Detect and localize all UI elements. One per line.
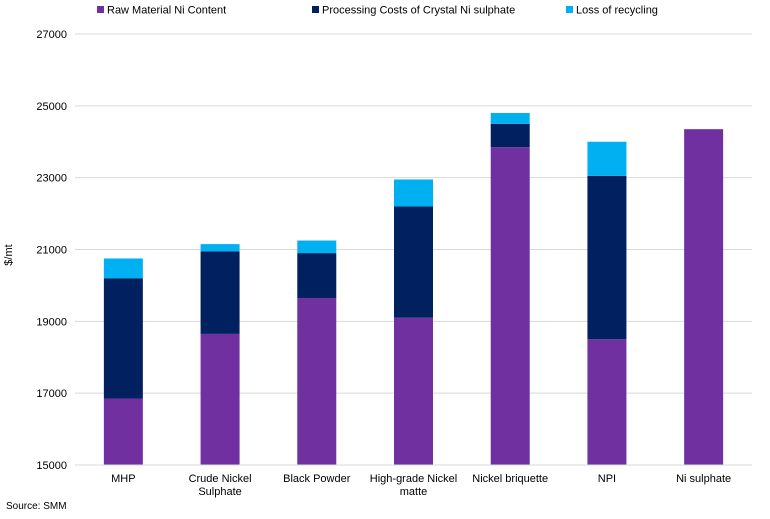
y-tick-label: 27000 <box>36 29 67 41</box>
bar-segment <box>587 339 627 465</box>
y-tick-label: 15000 <box>36 460 67 472</box>
legend-label: Raw Material Ni Content <box>107 5 226 17</box>
x-tick-label: Nickel briquette <box>472 473 548 485</box>
bars <box>103 113 724 465</box>
x-tick-label: MHP <box>111 473 135 485</box>
legend-swatch <box>312 6 319 13</box>
y-tick-label: 19000 <box>36 316 67 328</box>
bar-segment <box>297 253 337 298</box>
x-tick-label: Black Powder <box>283 473 351 485</box>
y-tick-label: 23000 <box>36 173 67 185</box>
bar-segment <box>103 278 143 399</box>
x-tick-label: Ni sulphate <box>676 473 731 485</box>
bar-segment <box>587 141 627 176</box>
bar-segment <box>490 147 530 465</box>
bar-segment <box>587 175 627 340</box>
x-tick-label: Crude Nickel Sulphate <box>189 473 252 498</box>
bar-segment <box>490 113 530 124</box>
source-note: Source: SMM <box>6 501 67 512</box>
legend: Raw Material Ni Content Processing Costs … <box>97 5 658 17</box>
legend-swatch <box>566 6 573 13</box>
bar-segment <box>394 179 433 207</box>
bar-segment <box>297 297 337 465</box>
bar-segment <box>103 398 143 465</box>
bar-segment <box>394 317 433 465</box>
x-axis-ticks: MHP Crude Nickel Sulphate Black Powder High-… <box>111 473 731 498</box>
bar-segment <box>200 251 240 334</box>
x-tick-label: NPI <box>598 473 616 485</box>
bar-segment <box>394 206 433 318</box>
y-axis-label: $/mt <box>3 244 15 265</box>
bar-segment <box>490 123 530 148</box>
y-tick-label: 21000 <box>36 245 67 257</box>
y-tick-label: 17000 <box>36 388 67 400</box>
y-tick-label: 25000 <box>36 101 67 113</box>
bar-segment <box>684 129 724 465</box>
legend-swatch <box>97 6 104 13</box>
y-axis-ticks: 15000 17000 19000 21000 23000 25000 27000 <box>36 29 67 472</box>
legend-label: Loss of recycling <box>576 5 658 17</box>
legend-label: Processing Costs of Crystal Ni sulphate <box>322 5 515 17</box>
bar-segment <box>103 258 143 279</box>
bar-segment <box>200 244 240 252</box>
x-tick-label: High-grade Nickel matte <box>370 473 457 498</box>
bar-segment <box>200 333 240 465</box>
bar-segment <box>297 240 337 254</box>
